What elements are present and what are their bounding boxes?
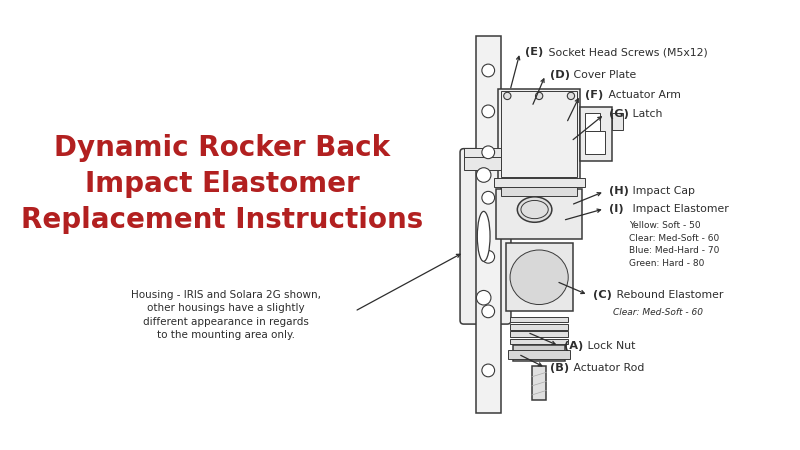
Circle shape xyxy=(535,92,542,99)
Text: Impact Cap: Impact Cap xyxy=(629,186,695,196)
Circle shape xyxy=(482,364,494,377)
Circle shape xyxy=(482,305,494,318)
Ellipse shape xyxy=(510,250,568,305)
Ellipse shape xyxy=(478,212,490,261)
Text: (A): (A) xyxy=(564,341,583,351)
Bar xyxy=(510,324,568,329)
Circle shape xyxy=(482,105,494,118)
Text: Housing - IRIS and Solara 2G shown,
other housings have a slightly
different app: Housing - IRIS and Solara 2G shown, othe… xyxy=(130,290,321,340)
Text: Impact Elastomer: Impact Elastomer xyxy=(629,204,729,214)
Bar xyxy=(532,366,546,400)
Bar xyxy=(464,148,501,162)
Text: Rebound Elastomer: Rebound Elastomer xyxy=(613,290,723,300)
Bar xyxy=(464,157,501,171)
Bar xyxy=(612,113,622,130)
Bar xyxy=(510,317,568,322)
Bar xyxy=(585,113,600,131)
Bar xyxy=(498,89,580,180)
Text: (B): (B) xyxy=(550,363,569,373)
Text: Clear: Med-Soft - 60: Clear: Med-Soft - 60 xyxy=(613,308,702,317)
Circle shape xyxy=(567,92,574,99)
Bar xyxy=(497,189,582,238)
Bar xyxy=(513,345,566,361)
Text: (G): (G) xyxy=(609,109,629,119)
Circle shape xyxy=(482,64,494,77)
Circle shape xyxy=(482,191,494,204)
Text: Socket Head Screws (M5x12): Socket Head Screws (M5x12) xyxy=(545,47,707,57)
Bar xyxy=(501,91,578,177)
Circle shape xyxy=(482,146,494,159)
Ellipse shape xyxy=(518,197,552,222)
Text: Latch: Latch xyxy=(629,109,662,119)
Text: Cover Plate: Cover Plate xyxy=(570,70,636,80)
Text: Actuator Arm: Actuator Arm xyxy=(605,90,681,100)
Bar xyxy=(580,107,612,162)
Text: (F): (F) xyxy=(585,90,603,100)
Bar xyxy=(510,331,568,337)
FancyBboxPatch shape xyxy=(460,148,511,324)
Bar xyxy=(506,243,573,311)
Text: Dynamic Rocker Back
Impact Elastomer
Replacement Instructions: Dynamic Rocker Back Impact Elastomer Rep… xyxy=(21,135,423,234)
Text: (H): (H) xyxy=(609,186,629,196)
Circle shape xyxy=(477,290,491,305)
Circle shape xyxy=(477,168,491,182)
Text: (I): (I) xyxy=(609,204,624,214)
Bar xyxy=(494,178,585,187)
Text: (C): (C) xyxy=(593,290,612,300)
Bar xyxy=(510,338,568,344)
Bar xyxy=(501,187,578,196)
Bar xyxy=(475,36,501,413)
Text: Yellow: Soft - 50
Clear: Med-Soft - 60
Blue: Med-Hard - 70
Green: Hard - 80: Yellow: Soft - 50 Clear: Med-Soft - 60 B… xyxy=(629,221,719,268)
Text: Actuator Rod: Actuator Rod xyxy=(570,363,645,373)
Bar xyxy=(585,131,606,154)
Circle shape xyxy=(504,92,511,99)
Text: (D): (D) xyxy=(550,70,570,80)
Circle shape xyxy=(482,251,494,263)
Text: (E): (E) xyxy=(525,47,543,57)
Text: Lock Nut: Lock Nut xyxy=(584,341,635,351)
Bar xyxy=(508,350,570,359)
